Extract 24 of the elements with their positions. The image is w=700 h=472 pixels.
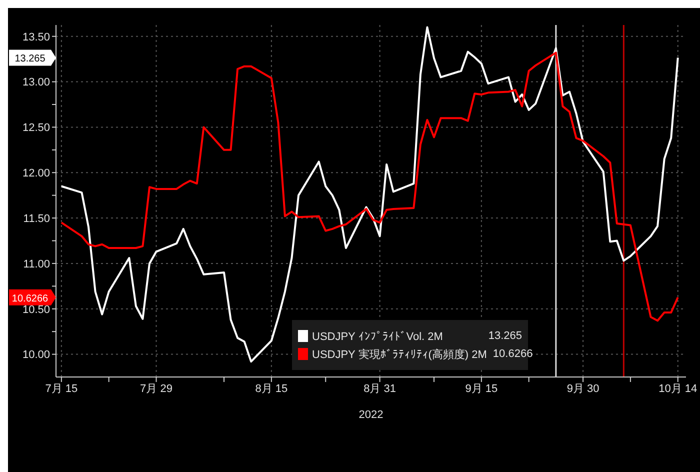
annotation: 13.265 <box>487 330 522 342</box>
legend-label: USDJPY 実現ﾎﾞﾗﾃｨﾘﾃｨ(高頻度) 2M <box>312 348 487 362</box>
x-axis-title: 2022 <box>358 409 384 421</box>
x-tick-label: 7月 29 <box>140 382 172 395</box>
y-tick-label: 10.50 <box>22 304 50 316</box>
x-tick-label: 8月 31 <box>364 382 396 395</box>
legend-label: USDJPY ｲﾝﾌﾟﾗｲﾄﾞVol. 2M <box>312 330 443 342</box>
y-tick-label: 11.50 <box>23 212 50 225</box>
x-tick-label: 7月 15 <box>45 382 78 395</box>
y-tick-label: 13.00 <box>22 76 50 89</box>
line-series <box>60 26 679 363</box>
text: 10.6266 <box>12 293 48 304</box>
text: 13.265 <box>14 54 46 65</box>
y-tick-label: 12.50 <box>22 122 50 134</box>
x-tick-label: 9月 30 <box>566 382 600 395</box>
y-tick-label: 11.00 <box>23 258 50 270</box>
x-tick-label: 9月 15 <box>465 382 498 395</box>
y-tick-label: 10.00 <box>22 349 50 362</box>
x-tick-label: 10月 14 <box>658 382 698 395</box>
x-tick-label: 8月 15 <box>255 382 288 395</box>
annotation: 10.6266 <box>492 348 533 360</box>
y-tick-label: 12.00 <box>22 168 50 180</box>
y-tick-label: 13.50 <box>22 31 50 44</box>
line-series <box>60 52 679 322</box>
